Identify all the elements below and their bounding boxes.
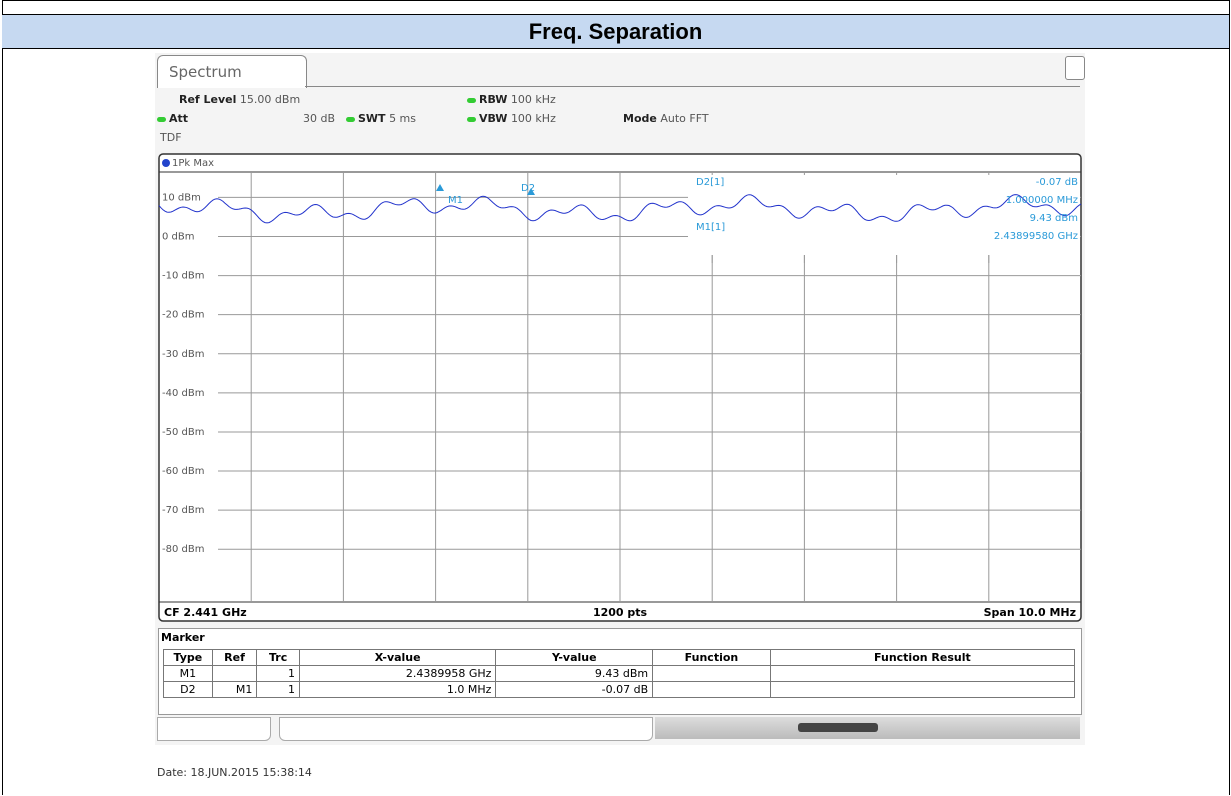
readout: 1.000000 MHz <box>1006 195 1078 206</box>
tdf: TDF <box>160 131 182 144</box>
cell: M1 <box>211 681 258 698</box>
table-row: D2 M1 1 1.0 MHz -0.07 dB <box>163 681 1076 698</box>
y-label: -30 dBm <box>162 349 204 360</box>
screenshot: Spectrum Ref Level 15.00 dBm Att 30 dB S… <box>155 53 1085 745</box>
marker-m1 <box>436 184 444 191</box>
setting: Mode Auto FFT <box>623 112 709 125</box>
column-header: Trc <box>256 649 300 666</box>
cell: 2.4389958 GHz <box>298 665 497 682</box>
marker-tag: D2 <box>521 183 535 194</box>
table-row: M1 1 2.4389958 GHz 9.43 dBm <box>163 665 1076 682</box>
status-box <box>279 717 653 741</box>
menu-icon[interactable] <box>1065 56 1085 80</box>
footer-left: CF 2.441 GHz <box>164 606 247 619</box>
marker-title: Marker <box>161 631 205 644</box>
progress <box>798 723 878 732</box>
cell: 9.43 dBm <box>495 665 654 682</box>
readout: 9.43 dBm <box>1030 213 1078 224</box>
column-header: Y-value <box>495 649 654 666</box>
readout: D2[1] <box>696 177 724 188</box>
column-header: Function Result <box>769 649 1076 666</box>
trace-dot <box>162 159 170 167</box>
marker-table: Type Ref Trc X-value Y-value Function Function… <box>163 649 1076 698</box>
header-title: Freq. Separation <box>2 14 1229 49</box>
y-label: -10 dBm <box>162 271 204 282</box>
header-row: Type Ref Trc X-value Y-value Function Function… <box>163 649 1076 666</box>
cell <box>769 665 1076 682</box>
cell: 1.0 MHz <box>298 681 497 698</box>
trace <box>158 194 1082 224</box>
footer-right: Span 10.0 MHz <box>984 606 1076 619</box>
column-header: Type <box>163 649 213 666</box>
marker-d2 <box>527 188 535 195</box>
tab-line <box>305 86 1080 87</box>
column-header: Function <box>652 649 771 666</box>
trace-label: 1Pk Max <box>172 158 214 169</box>
cell: -0.07 dB <box>495 681 654 698</box>
readout: 2.43899580 GHz <box>994 231 1078 242</box>
y-label: -70 dBm <box>162 505 204 516</box>
y-label: -80 dBm <box>162 544 204 555</box>
cell <box>652 665 771 682</box>
cell: M1 <box>163 665 213 682</box>
setting: RBW 100 kHz <box>467 93 556 106</box>
y-label: -50 dBm <box>162 427 204 438</box>
column-header: X-value <box>298 649 497 666</box>
plot: 1Pk Max CF 2.441 GHz 1200 pts Span 10.0 … <box>158 153 1082 622</box>
setting: Ref Level 15.00 dBm <box>179 93 301 106</box>
marker-tag: M1 <box>448 195 463 206</box>
status-box <box>157 717 271 741</box>
readout: -0.07 dB <box>1036 177 1078 188</box>
cell <box>769 681 1076 698</box>
y-label: 10 dBm <box>162 192 201 203</box>
y-label: -40 dBm <box>162 388 204 399</box>
cell: D2 <box>163 681 213 698</box>
cell <box>652 681 771 698</box>
cell: 1 <box>256 681 300 698</box>
setting: VBW 100 kHz <box>467 112 556 125</box>
setting: Att <box>157 112 188 125</box>
cell: 1 <box>256 665 300 682</box>
readout: M1[1] <box>696 222 725 233</box>
footer-center: 1200 pts <box>593 606 648 619</box>
date: Date: 18.JUN.2015 15:38:14 <box>157 766 312 779</box>
setting: SWT 5 ms <box>346 112 416 125</box>
column-header: Ref <box>211 649 258 666</box>
marker-panel: Marker Type Ref Trc X-value Y-value Function F… <box>158 628 1082 715</box>
y-label: -20 dBm <box>162 310 204 321</box>
cell <box>211 665 258 682</box>
readout-bg <box>688 175 1080 255</box>
tab[interactable] <box>157 55 307 88</box>
tab-label: Spectrum <box>169 63 242 81</box>
y-label: -60 dBm <box>162 466 204 477</box>
y-label: 0 dBm <box>162 232 195 243</box>
setting-value: 30 dB <box>303 112 336 125</box>
